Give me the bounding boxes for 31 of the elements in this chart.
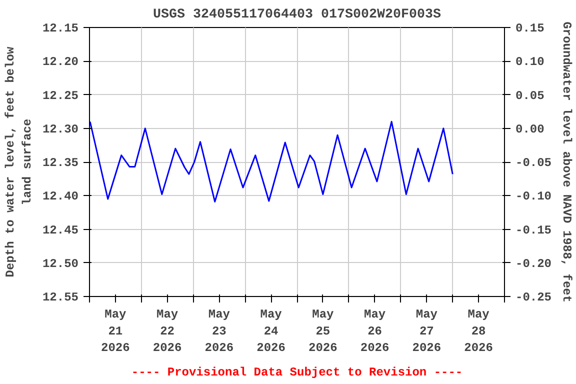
text: ---- Provisional Data Subject to Revision ---- [131, 366, 463, 380]
x-tick-label: May 28 2026 [464, 308, 493, 356]
y2-axis-title: Groundwater level above NAVD 1988, feet [560, 22, 574, 302]
y-tick-label: 12.55 [42, 290, 79, 304]
y-tick-label: 12.45 [42, 223, 79, 238]
y-tick-label: 12.25 [42, 88, 79, 103]
y-axis-title: Depth to water level, feet below land surface [4, 46, 34, 278]
y2-tick-label: -0.15 [516, 223, 552, 238]
x-tick-label: May 22 2026 [152, 308, 182, 356]
y-tick-label: 12.30 [42, 122, 79, 136]
y-tick-label: 12.15 [42, 22, 79, 36]
x-tick-label: May 25 2026 [308, 308, 338, 356]
y-tick-label: 12.35 [42, 156, 79, 170]
y2-tick-label: -0.25 [516, 290, 552, 304]
y2-tick-label: 0.15 [516, 22, 544, 36]
x-tick-label: May 26 2026 [360, 308, 390, 356]
y-tick-label: 12.20 [42, 55, 79, 70]
y2-tick-label: -0.20 [516, 256, 552, 271]
y-tick-label: 12.40 [42, 190, 79, 204]
y-tick-label: 12.50 [42, 256, 79, 271]
chart-title: USGS 324055117064403 017S002W20F003S [153, 8, 441, 22]
y2-tick-label: -0.10 [516, 190, 552, 204]
x-tick-label: May 21 2026 [101, 308, 130, 356]
x-tick-label: May 23 2026 [204, 308, 234, 356]
y2-tick-label: 0.10 [516, 55, 544, 70]
line-series [90, 120, 454, 202]
x-tick-label: May 27 2026 [412, 308, 442, 356]
y2-tick-label: 0.05 [516, 88, 544, 103]
y2-tick-label: -0.05 [516, 156, 552, 170]
x-tick-label: May 24 2026 [256, 308, 286, 356]
y2-tick-label: 0.00 [516, 122, 544, 136]
